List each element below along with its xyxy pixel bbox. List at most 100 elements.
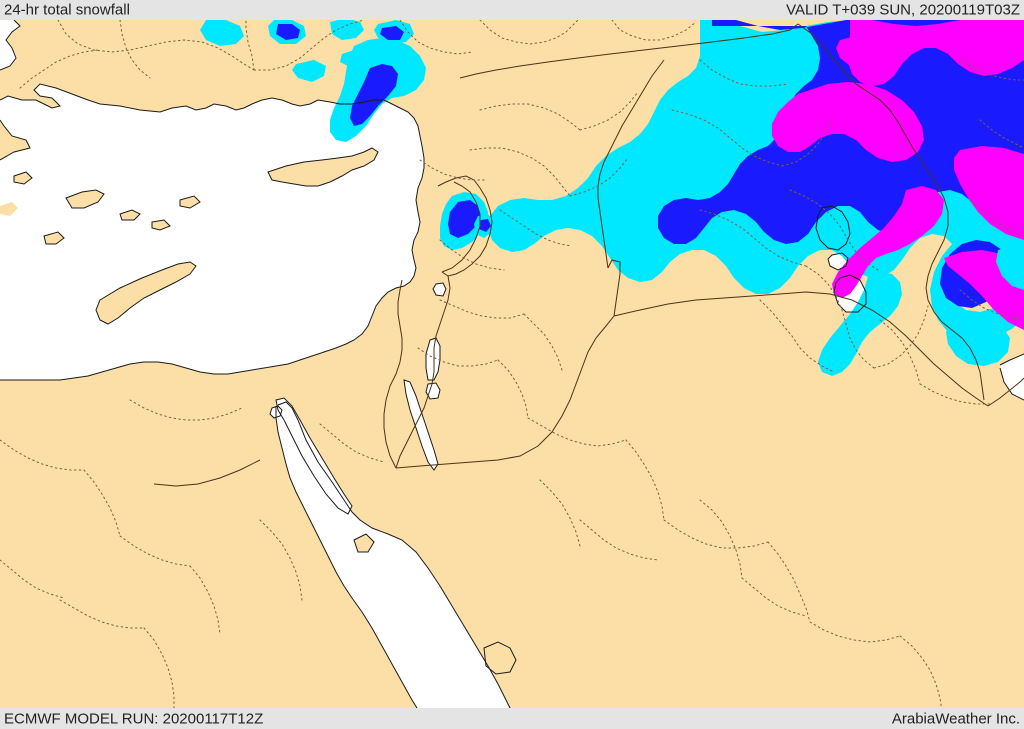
- admin-turkey-6: [479, 19, 579, 45]
- sea-of-galilee: [433, 283, 446, 296]
- coastline-gulf-of-aqaba: [403, 379, 439, 471]
- admin-saudi-2: [625, 439, 665, 521]
- snow-heavy-border-strip: [832, 186, 944, 298]
- coastlines: [0, 19, 1024, 729]
- admin-levant-coast-2: [419, 159, 487, 181]
- admin-jordan-4: [497, 359, 529, 419]
- snow-light-patch-a: [946, 316, 1010, 366]
- admin-saudi-3: [663, 519, 769, 549]
- coastline-island-small-4: [179, 195, 201, 209]
- admin-egypt-1: [129, 399, 243, 421]
- admin-sinai-1: [319, 423, 385, 463]
- snow-light-turkey-patch-6: [292, 60, 326, 82]
- snow-moderate-turkey-patch-5-core: [380, 26, 404, 40]
- admin-saudi-6: [899, 635, 943, 713]
- border-iraq-saudi: [613, 291, 989, 407]
- admin-iraq-6: [805, 265, 875, 369]
- coastline-persian-gulf: [999, 353, 1024, 401]
- coastline-cyprus: [267, 147, 379, 187]
- border-lebanon: [437, 175, 493, 277]
- border-turkey-iraq-iran: [797, 23, 985, 401]
- valid-time-label: VALID T+039 SUN, 20200119T03Z: [786, 1, 1020, 19]
- admin-iran-3: [969, 199, 1024, 237]
- admin-egypt-2: [0, 439, 85, 471]
- dead-sea-south: [426, 383, 440, 399]
- admin-saudi-7: [699, 499, 743, 579]
- admin-turkey-3: [245, 19, 255, 71]
- border-turkey-syria: [459, 23, 799, 79]
- admin-egypt-7: [143, 627, 175, 711]
- admin-iraq-1: [699, 59, 789, 87]
- admin-syria-1: [479, 103, 581, 131]
- island-sinai-tip: [354, 534, 374, 552]
- admin-turkey-4: [119, 19, 151, 79]
- snow-heavy-northeast-corner: [848, 20, 1024, 86]
- border-jordan-iraq: [607, 259, 621, 317]
- border-jordan-saudi: [395, 315, 615, 469]
- island-small-2: [0, 202, 18, 216]
- admin-iraq-9: [879, 319, 921, 385]
- admin-turkey-coast-1: [19, 49, 99, 89]
- admin-iran-2: [979, 119, 1024, 149]
- border-egypt-south: [153, 459, 261, 487]
- coastline-island-small-3: [151, 219, 171, 231]
- coastline-lake-razzaza: [833, 274, 867, 313]
- snow-moderate-anti-lebanon-core: [479, 219, 491, 232]
- snow-moderate-turkey-patch-4-core: [276, 24, 300, 40]
- admin-iraq-8: [759, 299, 835, 373]
- snow-moderate-taurus-core: [350, 64, 398, 126]
- coastline-dead-sea: [425, 337, 441, 381]
- coastline-bitter-lake: [269, 405, 283, 419]
- country-borders: [153, 23, 1024, 487]
- footer-bar: ECMWF MODEL RUN: 20200117T12Z ArabiaWeat…: [0, 708, 1024, 729]
- island-tiran: [484, 642, 516, 674]
- coastline-sinai-tip: [353, 533, 375, 553]
- gulf-of-aqaba: [404, 380, 438, 470]
- admin-egypt-9: [259, 519, 303, 601]
- admin-jordan-2: [523, 313, 563, 371]
- admin-iraq-2: [671, 109, 783, 167]
- coastline-island-small-1: [13, 171, 33, 185]
- snow-moderate-northeast: [658, 20, 1024, 308]
- admin-egypt-8: [0, 559, 65, 599]
- admin-boundaries: [0, 19, 1024, 713]
- border-saudi-kuwait: [987, 377, 1024, 407]
- admin-jordan-1: [439, 299, 525, 319]
- page-title: 24-hr total snowfall: [4, 1, 130, 19]
- coastline-karpathos: [119, 209, 141, 221]
- admin-saudi-4: [767, 541, 811, 623]
- coastline-tiran: [483, 641, 517, 675]
- admin-saudi-1: [527, 417, 627, 447]
- admin-egypt-3: [83, 469, 121, 537]
- admin-saudi-9: [579, 519, 659, 561]
- snow-light-turkey-patch-3: [200, 20, 244, 46]
- coastline-dead-sea-south: [425, 382, 441, 400]
- border-israel-jordan: [395, 275, 451, 469]
- model-run-label: ECMWF MODEL RUN: 20200117T12Z: [4, 710, 264, 727]
- red-sea: [276, 402, 520, 729]
- admin-egypt-4: [119, 535, 191, 567]
- admin-iraq-10: [919, 383, 991, 405]
- header-bar: 24-hr total snowfall VALID T+039 SUN, 20…: [0, 0, 1024, 20]
- attribution-label: ArabiaWeather Inc.: [891, 710, 1020, 727]
- gulf-of-suez: [276, 398, 352, 514]
- admin-turkey-5: [399, 19, 473, 55]
- admin-iran-1: [959, 59, 1024, 81]
- snow-light-turkey-patch-1: [330, 18, 364, 40]
- admin-iraq-5: [699, 209, 807, 267]
- coastline-kos: [43, 231, 65, 245]
- dead-sea: [426, 338, 440, 380]
- admin-iraq-7: [873, 305, 929, 369]
- admin-saudi-5: [809, 621, 901, 643]
- coastline-crete: [95, 261, 197, 325]
- coastline-gulf-of-suez: [275, 397, 353, 515]
- admin-turkey-7: [611, 19, 697, 41]
- admin-iraq-4: [789, 189, 879, 271]
- island-crete: [96, 262, 196, 324]
- snow-light-turkey-patch-2: [340, 50, 362, 66]
- coastline-lake-habbaniyah: [827, 252, 849, 271]
- coastline-lake-tharthar: [815, 205, 851, 251]
- admin-saudi-8: [741, 577, 807, 617]
